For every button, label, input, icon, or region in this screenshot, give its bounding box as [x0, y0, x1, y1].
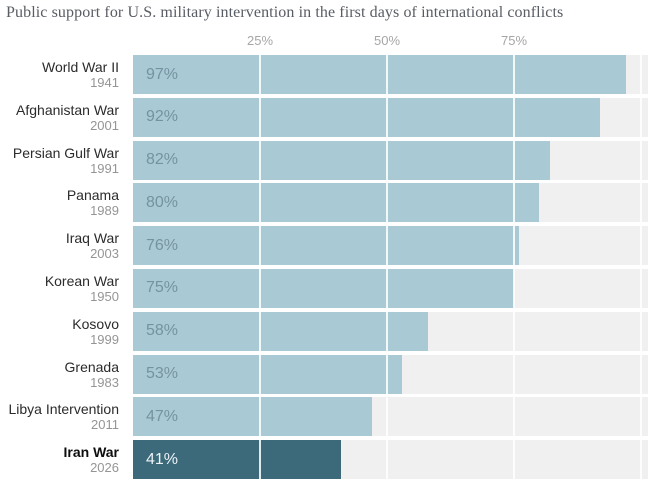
bar: 53% [133, 354, 403, 394]
plot-area: 80% [126, 183, 648, 223]
category-year: 2001 [90, 117, 119, 133]
bar: 75% [133, 268, 514, 308]
bar: 76% [133, 226, 520, 266]
bar-value-label: 53% [146, 365, 179, 383]
category-year: 1983 [90, 374, 119, 390]
plot-area: 41% [126, 440, 648, 480]
row-label: Iraq War 2003 [0, 226, 126, 265]
bar-row: Iraq War 2003 76% [0, 226, 648, 266]
bar-row: Kosovo 1999 58% [0, 311, 648, 351]
bar-row: World War II 1941 97% [0, 55, 648, 94]
bar-row: Libya Intervention 2011 47% [0, 397, 648, 437]
axis-tick-label: 50% [373, 33, 401, 48]
row-label: Afghanistan War 2001 [0, 98, 126, 137]
row-label: Libya Intervention 2011 [0, 397, 126, 436]
bar: 92% [133, 97, 601, 137]
category-year: 2011 [91, 417, 119, 433]
bar: 82% [133, 140, 550, 180]
bar-value-label: 80% [146, 193, 179, 211]
row-label: World War II 1941 [0, 55, 126, 94]
bar: 58% [133, 311, 428, 351]
category-year: 1991 [90, 160, 119, 176]
category-label: Panama [66, 187, 119, 204]
row-label: Panama 1989 [0, 183, 126, 222]
bar: 41% [133, 440, 342, 480]
category-year: 1941 [90, 75, 119, 90]
plot-area: 92% [126, 97, 648, 137]
bar-row: Iran War 2026 41% [0, 440, 648, 480]
category-year: 1999 [90, 331, 119, 347]
bar: 47% [133, 397, 372, 437]
plot-area: 47% [126, 397, 648, 437]
bar-row: Panama 1989 80% [0, 183, 648, 223]
bar-rows: World War II 1941 97% Afghanistan War 20… [0, 55, 648, 480]
category-label: Iraq War [65, 230, 119, 247]
row-label: Kosovo 1999 [0, 312, 126, 351]
bar-value-label: 41% [146, 450, 179, 468]
row-label: Persian Gulf War 1991 [0, 141, 126, 180]
category-year: 2003 [90, 246, 119, 262]
bar-row: Korean War 1950 75% [0, 268, 648, 308]
bar-value-label: 58% [146, 322, 179, 340]
axis-tick-label: 25% [246, 33, 274, 48]
category-label: Kosovo [72, 315, 119, 332]
bar-value-label: 92% [146, 108, 179, 126]
plot-area: 76% [126, 226, 648, 266]
category-label: Libya Intervention [8, 401, 119, 418]
plot-area: 75% [126, 268, 648, 308]
category-label: Korean War [44, 272, 119, 289]
bar-row: Persian Gulf War 1991 82% [0, 140, 648, 180]
axis-tick-label: 75% [500, 33, 528, 48]
plot-area: 97% [126, 55, 648, 94]
row-label: Korean War 1950 [0, 269, 126, 308]
bar-row: Grenada 1983 53% [0, 354, 648, 394]
category-label: Iran War [63, 444, 120, 461]
bar: 97% [133, 55, 626, 94]
bar-value-label: 82% [146, 151, 179, 169]
plot-area: 58% [126, 311, 648, 351]
bar-value-label: 75% [146, 279, 179, 297]
plot-area: 53% [126, 354, 648, 394]
row-label: Iran War 2026 [0, 440, 126, 479]
category-year: 1950 [90, 288, 119, 304]
bar-value-label: 47% [146, 407, 179, 425]
category-year: 2026 [90, 460, 119, 476]
category-year: 1989 [90, 203, 119, 219]
category-label: Grenada [64, 358, 119, 375]
bar-value-label: 76% [146, 236, 179, 254]
bar: 80% [133, 183, 540, 223]
plot-area: 82% [126, 140, 648, 180]
category-label: Persian Gulf War [12, 144, 119, 161]
bar-row: Afghanistan War 2001 92% [0, 97, 648, 137]
category-label: World War II [41, 59, 119, 75]
category-label: Afghanistan War [16, 101, 119, 118]
row-label: Grenada 1983 [0, 355, 126, 394]
chart-title: Public support for U.S. military interve… [6, 4, 564, 21]
bar-value-label: 97% [146, 65, 179, 83]
